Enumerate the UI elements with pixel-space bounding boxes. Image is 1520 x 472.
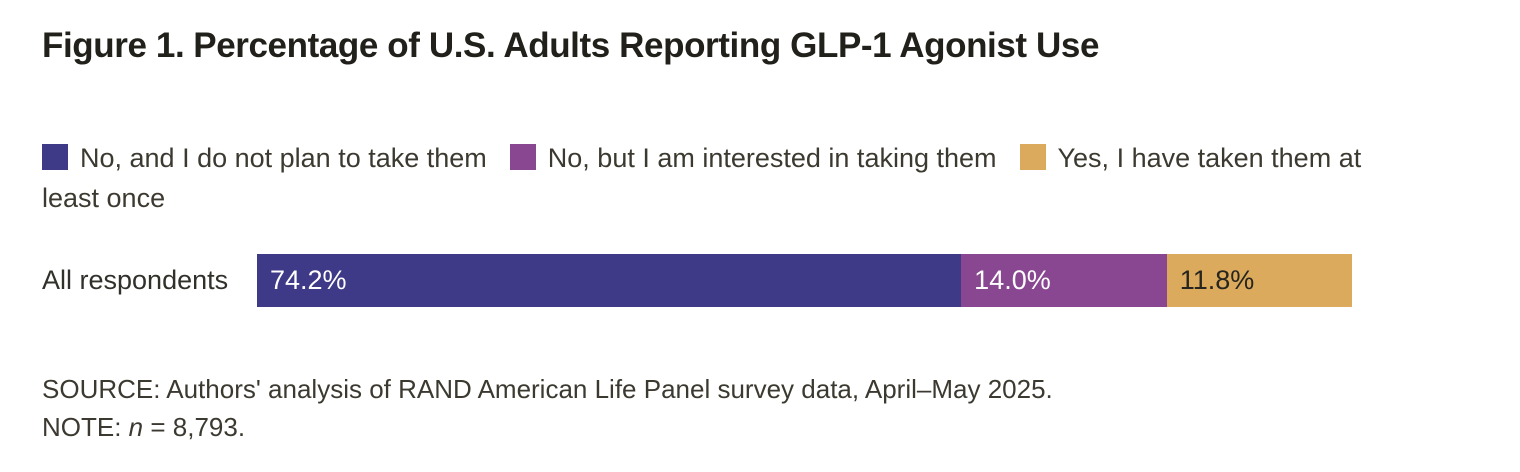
figure-title: Figure 1. Percentage of U.S. Adults Repor… <box>42 26 1480 66</box>
legend-label: No, and I do not plan to take them <box>80 143 487 173</box>
legend-item: No, and I do not plan to take them <box>42 143 487 173</box>
bar-segment: 14.0% <box>961 254 1167 307</box>
bar-segment: 74.2% <box>257 254 962 307</box>
bar-segment-value: 14.0% <box>974 265 1051 295</box>
note-n-variable: n <box>128 412 144 442</box>
sample-size-note: NOTE: n = 8,793. <box>42 408 1480 446</box>
figure-title-text: Percentage of U.S. Adults Reporting GLP-… <box>193 26 1100 65</box>
bar-segment: 11.8% <box>1166 254 1352 307</box>
chart-row: All respondents 74.2% 14.0% 11.8% <box>42 254 1352 307</box>
legend-item: Yes, I have taken them at least once <box>42 143 1361 213</box>
legend-swatch-icon <box>42 144 68 170</box>
legend-label: Yes, I have taken them at least once <box>42 143 1362 213</box>
note-value: = 8,793. <box>143 412 246 442</box>
legend: No, and I do not plan to take them No, bu… <box>42 138 1377 218</box>
legend-item: No, but I am interested in taking them <box>509 143 997 173</box>
figure-number-label: Figure 1. <box>42 26 185 65</box>
figure-container: Figure 1. Percentage of U.S. Adults Repor… <box>42 26 1480 446</box>
bar-segment-value: 11.8% <box>1179 265 1255 295</box>
bar-segment-value: 74.2% <box>270 265 347 295</box>
legend-label: No, but I am interested in taking them <box>547 143 997 173</box>
legend-swatch-icon <box>509 144 536 170</box>
category-label: All respondents <box>42 265 229 295</box>
note-prefix: NOTE: <box>42 412 129 442</box>
source-note: SOURCE: Authors' analysis of RAND Americ… <box>42 374 1053 404</box>
stacked-bar: 74.2% 14.0% 11.8% <box>257 254 1352 307</box>
legend-swatch-icon <box>1019 144 1046 170</box>
